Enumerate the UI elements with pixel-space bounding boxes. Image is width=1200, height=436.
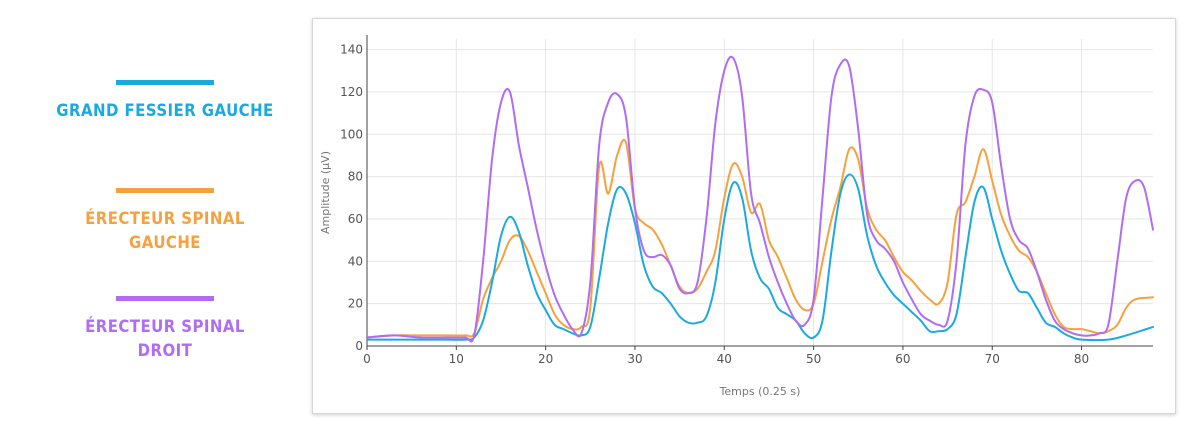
- x-tick-label: 0: [363, 352, 371, 366]
- y-tick-label: 20: [348, 297, 363, 311]
- x-tick-label: 50: [806, 352, 821, 366]
- legend-label: ÉRECTEUR SPINAL DROIT: [85, 317, 245, 361]
- y-tick-label: 140: [340, 43, 363, 57]
- x-tick-label: 60: [895, 352, 910, 366]
- series-lines: [366, 55, 1154, 343]
- x-tick-label: 70: [985, 352, 1000, 366]
- line-chart: 0 20 40 60 80 100 120 140 0 10 20 30 40 50 60 70 80 Temp…: [319, 35, 1154, 398]
- series-line-grand-fessier-gauche: [366, 173, 1154, 342]
- y-axis-title: Amplitude (μV): [319, 151, 332, 234]
- y-tick-label: 60: [348, 212, 363, 226]
- tick-labels: 0 20 40 60 80 100 120 140 0 10 20 30 40 50 60 70 80: [340, 43, 1089, 366]
- x-tick-label: 40: [717, 352, 732, 366]
- y-tick-label: 80: [348, 170, 363, 184]
- axes: [366, 35, 1153, 350]
- legend-swatch: [116, 80, 214, 85]
- legend-label: GRAND FESSIER GAUCHE: [56, 101, 274, 121]
- legend-swatch: [116, 296, 214, 301]
- x-tick-label: 20: [538, 352, 553, 366]
- y-tick-label: 100: [340, 127, 363, 141]
- legend-label: ÉRECTEUR SPINAL GAUCHE: [85, 209, 245, 253]
- x-tick-label: 80: [1074, 352, 1089, 366]
- grid: [366, 39, 1153, 347]
- x-tick-label: 30: [627, 352, 642, 366]
- legend-swatch: [116, 188, 214, 193]
- x-axis-title: Temps (0.25 s): [719, 385, 801, 398]
- chart-card: 0 20 40 60 80 100 120 140 0 10 20 30 40 50 60 70 80 Temp…: [312, 18, 1176, 414]
- legend-entry-grand-fessier-gauche: GRAND FESSIER GAUCHE: [40, 80, 290, 123]
- legend-entry-erecteur-spinal-droit: ÉRECTEUR SPINAL DROIT: [40, 296, 290, 363]
- x-tick-label: 10: [449, 352, 464, 366]
- series-line-erecteur-spinal-gauche: [366, 138, 1154, 339]
- legend-entry-erecteur-spinal-gauche: ÉRECTEUR SPINAL GAUCHE: [40, 188, 290, 255]
- y-tick-label: 0: [355, 339, 363, 353]
- y-tick-label: 120: [340, 85, 363, 99]
- series-line-erecteur-spinal-droit: [366, 55, 1154, 343]
- y-tick-label: 40: [348, 254, 363, 268]
